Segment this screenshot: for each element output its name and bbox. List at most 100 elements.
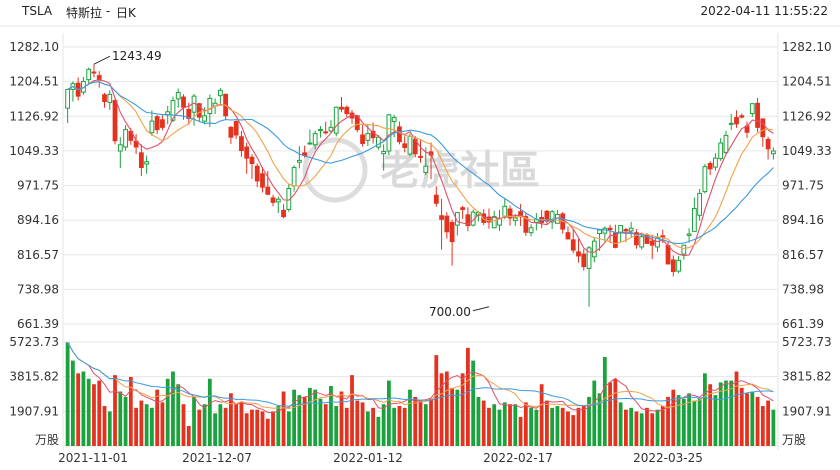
volume-bar [102,406,107,446]
candle-body [149,120,155,134]
volume-bar [529,407,533,446]
candle-body [681,244,687,255]
volume-bar [197,409,202,446]
volume-bar [160,402,165,446]
volume-group [65,342,776,446]
candle-body [418,155,423,158]
volume-bar [724,380,728,446]
volume-tick-label-right: 3815.82 [782,370,832,384]
volume-bar [381,404,386,446]
candle-body [576,251,581,257]
volume-bar [508,404,512,446]
candle-body [381,150,387,155]
candle-body [402,143,408,148]
candle-body [549,211,555,223]
price-tick-label-right: 894.16 [782,213,824,227]
volume-bar [123,396,128,446]
volume-bar [481,400,486,446]
volume-bar [581,406,586,446]
candle-body [239,136,244,152]
volume-bar [703,373,707,446]
volume-bar [255,409,260,446]
volume-bar [444,371,449,446]
volume-bar [671,389,676,446]
watermark-text: 老虎社區 [380,148,540,194]
volume-bar [566,411,570,446]
volume-bar [365,411,370,446]
volume-bar [766,400,770,446]
volume-bar [434,355,439,446]
volume-bar [666,396,670,446]
volume-bar [439,373,444,446]
volume-bar [634,411,639,446]
candle-body [765,138,771,150]
candle-body [533,219,539,223]
volume-bar [755,396,760,446]
volume-bar [107,411,112,446]
candle-body [570,239,576,251]
candle-body [770,150,776,155]
volume-tick-label-left: 3815.82 [9,370,59,384]
volume-bar [271,411,275,446]
volume-bar [645,407,649,446]
volume-bar [118,391,123,446]
candle-body [544,210,550,222]
volume-bar [344,407,349,446]
volume-bar [134,407,138,446]
volume-bar [223,407,228,446]
price-tick-label-right: 816.57 [782,248,824,262]
volume-bar [729,380,734,446]
volume-bar [492,404,497,446]
price-tick-label-right: 661.39 [782,317,824,331]
candle-body [154,116,160,131]
volume-bar [165,378,170,446]
price-tick-label-left: 971.75 [17,179,59,193]
candle-body [676,259,681,272]
volume-bar [713,395,718,446]
volume-bar [613,378,618,446]
candle-body [713,157,718,168]
volume-bar [687,393,691,446]
candle-body [433,194,439,204]
candle-body [386,114,392,152]
volume-bar [323,404,328,446]
volume-bar [65,342,70,446]
volume-tick-label-left: 1907.91 [9,404,59,418]
volume-bar [150,407,154,446]
low-marker-line [472,306,490,312]
candle-body [702,166,708,193]
candle-body [339,106,344,110]
volume-tick-label-left: 5723.73 [9,335,59,349]
candle-body [254,165,260,182]
candle-body [444,215,450,233]
volume-bar [502,402,507,446]
volume-bar [276,406,281,446]
period-label[interactable]: 日K [116,6,136,20]
candle-body [439,215,444,220]
volume-bar [708,384,713,446]
volume-bar [576,407,581,446]
volume-bar [155,389,160,446]
candle-body [512,217,518,222]
watermark: 老虎社區 [302,137,540,203]
candle-body [196,103,202,118]
volume-bar [329,386,333,446]
candle-body [260,173,265,188]
candle-body [597,229,602,235]
candle-body [491,216,497,229]
price-tick-label-left: 894.16 [17,213,59,227]
candle-body [602,227,608,234]
candle-body [291,167,297,187]
volume-bar [371,407,375,446]
volume-tick-label-right: 1907.91 [782,404,832,418]
volume-bar [292,389,296,446]
candle-body [123,129,128,148]
volume-bar [655,409,660,446]
volume-bar [697,398,702,446]
volume-bar [624,409,628,446]
volume-bar [313,389,318,446]
volume-bar [618,402,623,446]
volume-bar [523,402,528,446]
volume-bar [229,393,233,446]
